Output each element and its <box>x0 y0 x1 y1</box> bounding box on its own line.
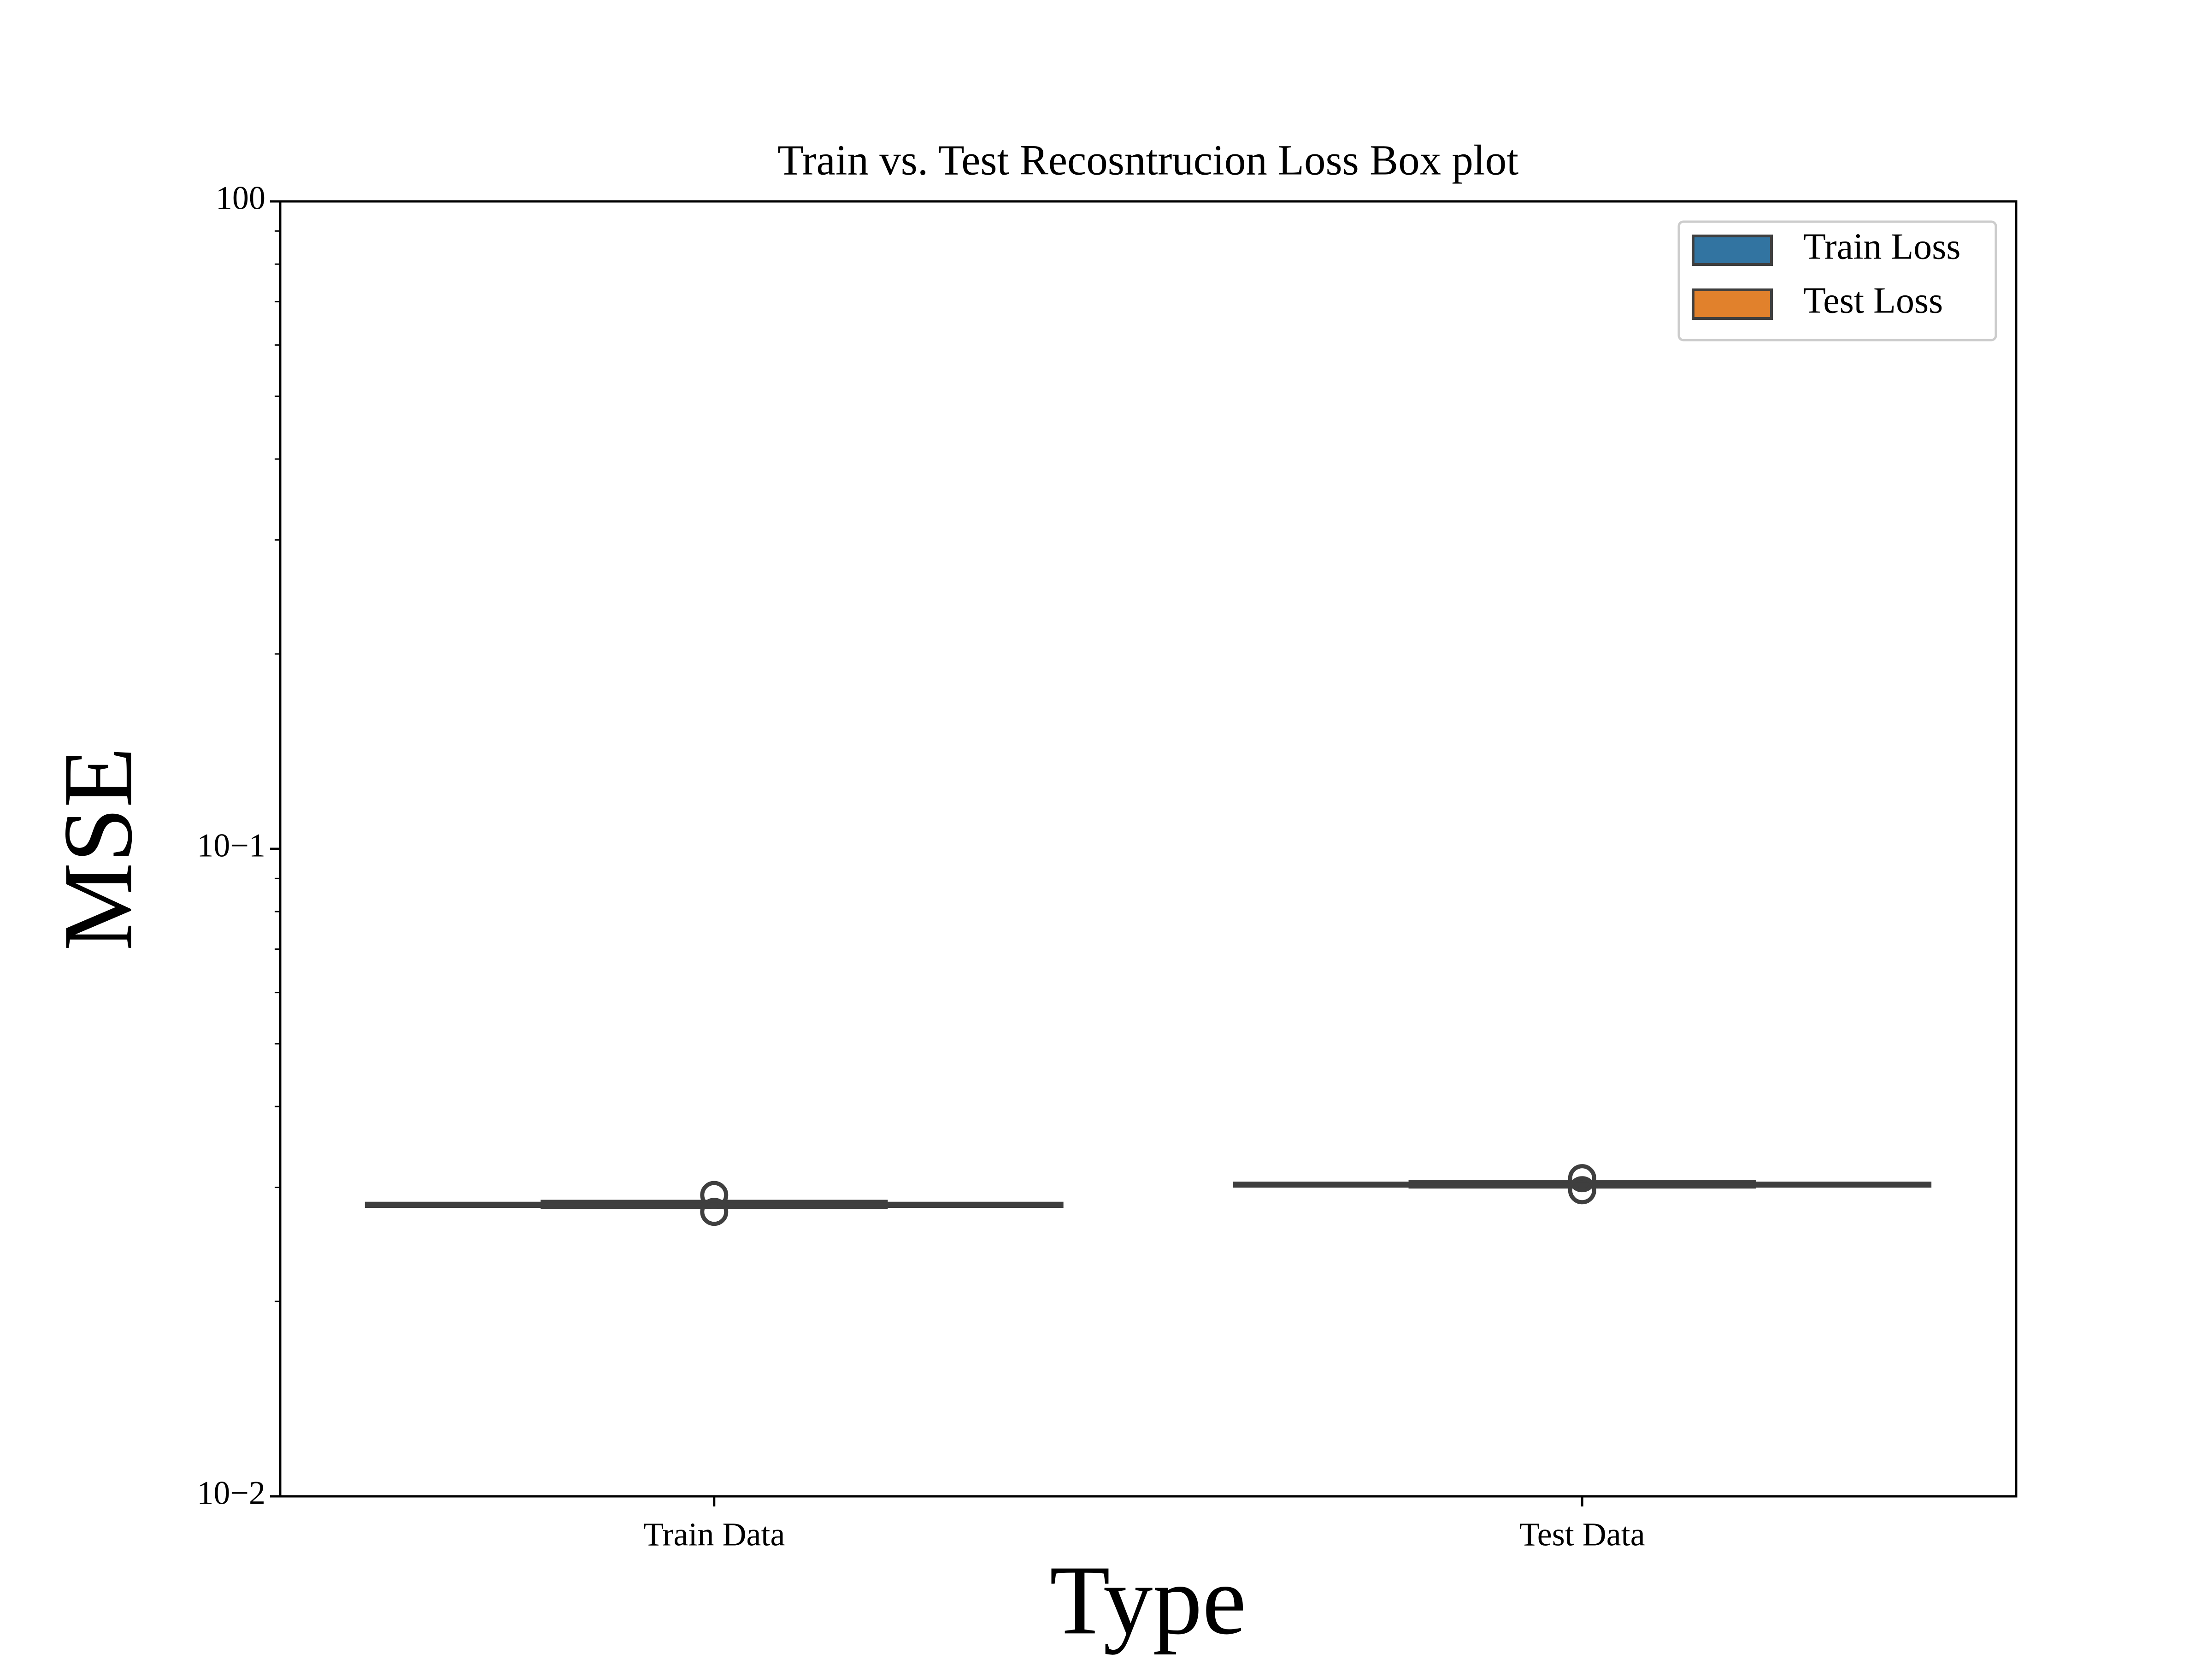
chart-title: Train vs. Test Recosntrucion Loss Box pl… <box>777 136 1518 184</box>
y-tick-label: 100 <box>216 180 265 217</box>
legend-swatch <box>1692 235 1773 266</box>
legend-label: Train Loss <box>1803 226 1961 267</box>
x-tick-label: Test Data <box>1519 1516 1645 1553</box>
outlier <box>700 1198 729 1226</box>
y-axis-label: MSE <box>42 747 153 951</box>
y-tick-label: 10−1 <box>197 827 265 864</box>
box-group <box>1233 1164 1932 1205</box>
outlier <box>1568 1164 1596 1193</box>
x-tick-label: Train Data <box>643 1516 785 1553</box>
outlier <box>1568 1176 1596 1205</box>
legend-swatch <box>1692 288 1773 320</box>
x-axis-label: Type <box>1050 1545 1247 1655</box>
box-group <box>365 1181 1064 1226</box>
legend-label: Test Loss <box>1803 280 1943 321</box>
y-tick-label: 10−2 <box>197 1475 265 1512</box>
plot-frame <box>279 200 2018 1498</box>
outlier <box>700 1181 729 1209</box>
